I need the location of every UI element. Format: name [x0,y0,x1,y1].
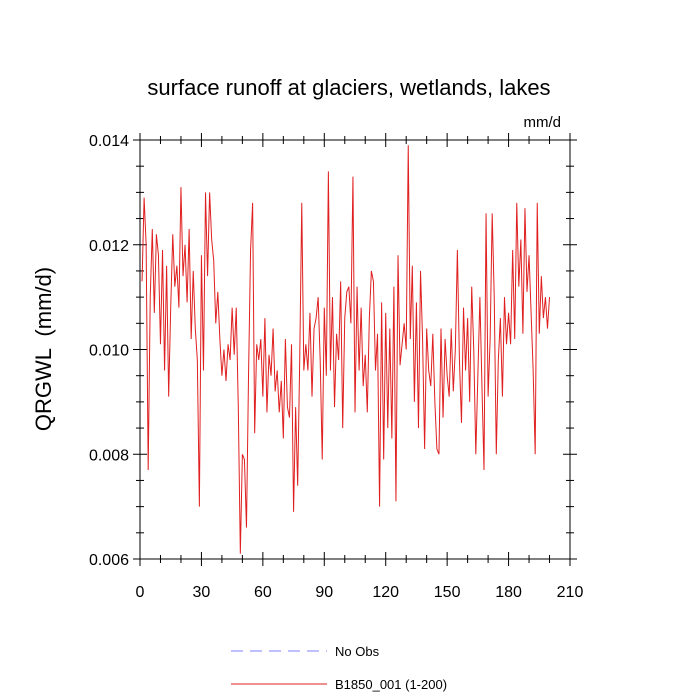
x-tick-label: 60 [254,584,272,601]
y-tick-label: 0.008 [89,447,129,464]
x-tick-label: 120 [372,584,399,601]
units-label: mm/d [524,114,562,131]
y-tick-label: 0.006 [89,552,129,569]
x-tick-label: 30 [193,584,211,601]
x-tick-label: 150 [434,584,461,601]
y-tick-label: 0.012 [89,238,129,255]
x-tick-label: 180 [495,584,522,601]
x-tick-label: 90 [315,584,333,601]
chart-title: surface runoff at glaciers, wetlands, la… [147,75,550,100]
plot-frame [139,139,571,560]
y-axis-label: QRGWL (mm/d) [31,267,56,431]
y-tick-label: 0.014 [89,133,129,150]
y-tick-label: 0.010 [89,343,129,360]
legend-label: No Obs [335,644,380,659]
x-tick-label: 210 [557,584,584,601]
legend-label: B1850_001 (1-200) [335,677,447,692]
series-line [141,145,551,554]
x-tick-label: 0 [136,584,145,601]
